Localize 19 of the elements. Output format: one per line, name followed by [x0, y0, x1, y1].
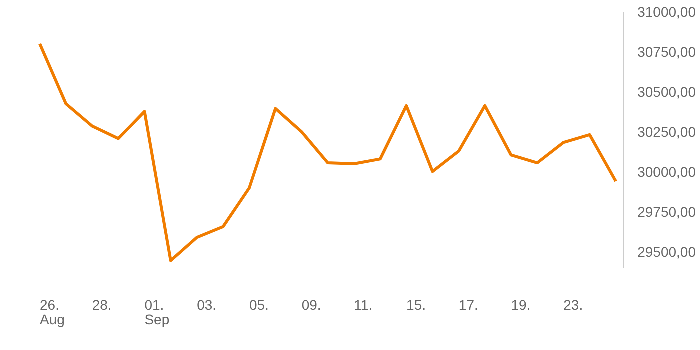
y-tick-label: 29750,00	[638, 204, 696, 220]
x-tick-label: 19.	[511, 297, 531, 313]
y-tick-label: 30250,00	[638, 124, 696, 140]
x-tick-label: 28.	[92, 297, 112, 313]
x-tick-label: 23.	[564, 297, 584, 313]
y-tick-label: 29500,00	[638, 244, 696, 260]
x-tick-label: 03.	[197, 297, 217, 313]
x-tick-label: 11.	[354, 297, 373, 313]
line-series	[38, 42, 618, 262]
x-tick-label: 05.	[249, 297, 269, 313]
x-tick-label: 15.	[406, 297, 426, 313]
y-tick-label: 30750,00	[638, 44, 696, 60]
y-tick-label: 31000,00	[638, 4, 696, 20]
x-tick-label: 17.	[458, 297, 478, 313]
x-tick-label: 26. Aug	[40, 297, 65, 328]
y-tick-label: 30500,00	[638, 84, 696, 100]
x-tick-label: 09.	[302, 297, 322, 313]
y-tick-label: 30000,00	[638, 164, 696, 180]
x-tick-label: 01. Sep	[144, 297, 170, 328]
